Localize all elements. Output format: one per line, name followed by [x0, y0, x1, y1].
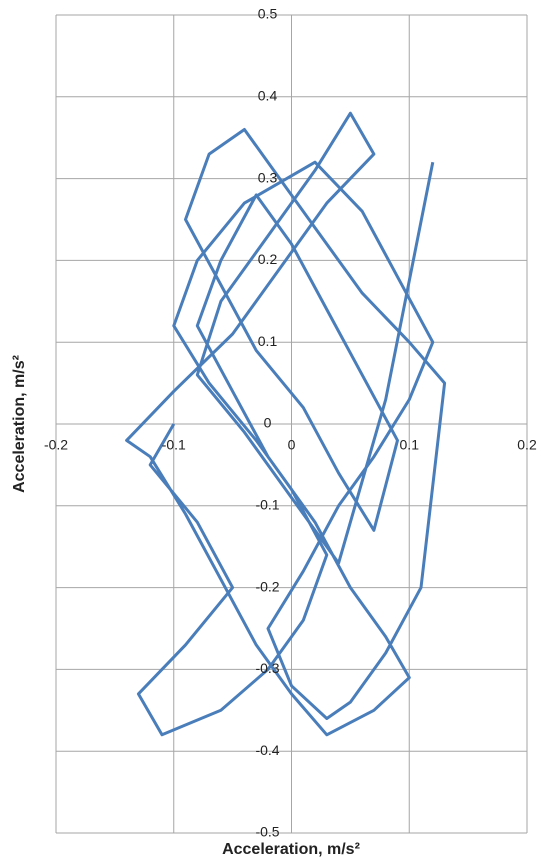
y-tick-label: -0.5	[255, 824, 279, 840]
x-tick-label: -0.1	[162, 437, 186, 453]
y-tick-label: -0.4	[255, 742, 279, 758]
y-tick-label: 0.4	[258, 88, 278, 104]
y-tick-label: 0.5	[258, 6, 278, 22]
x-tick-label: 0	[288, 437, 296, 453]
y-tick-label: 0	[264, 415, 272, 431]
y-tick-label: 0.1	[258, 333, 278, 349]
x-tick-label: -0.2	[44, 437, 68, 453]
y-tick-label: 0.3	[258, 169, 278, 185]
y-tick-label: 0.2	[258, 251, 278, 267]
x-axis-title: Acceleration, m/s²	[222, 841, 360, 858]
y-tick-label: -0.1	[255, 497, 279, 513]
x-tick-label: 0.1	[400, 437, 420, 453]
y-axis-title: Acceleration, m/s²	[11, 355, 28, 493]
data-line	[125, 111, 447, 737]
y-tick-label: -0.2	[255, 578, 279, 594]
y-tick-label: -0.3	[255, 660, 279, 676]
x-tick-label: 0.2	[517, 437, 537, 453]
